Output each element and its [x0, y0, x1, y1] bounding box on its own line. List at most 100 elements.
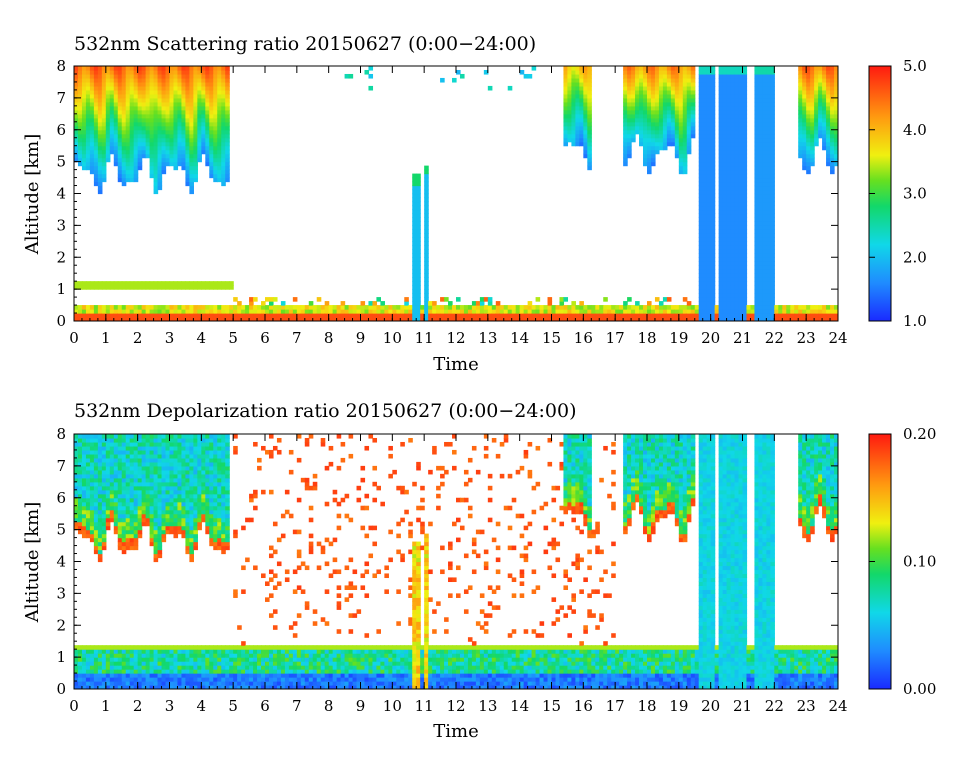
- sr-cell: [766, 85, 771, 91]
- sr-cell: [404, 297, 409, 302]
- sr-cell: [762, 93, 767, 99]
- sr-cell: [412, 313, 417, 318]
- sr-cell: [89, 169, 95, 175]
- dr-cell: [141, 653, 147, 658]
- sr-cell: [690, 133, 696, 139]
- sr-cell: [424, 233, 429, 238]
- sr-cell: [137, 285, 143, 290]
- sr-cell: [185, 85, 190, 91]
- sr-cell: [93, 93, 99, 99]
- dr-cell: [74, 493, 79, 499]
- sr-cell: [189, 309, 194, 314]
- sr-cell: [181, 125, 187, 131]
- sr-cell: [766, 121, 771, 127]
- sr-cell: [798, 121, 803, 127]
- sr-cell: [225, 125, 230, 131]
- dr-cell: [129, 533, 135, 539]
- dr-cell: [153, 445, 159, 451]
- sr-cell: [221, 117, 226, 123]
- sr-cell: [563, 69, 569, 75]
- sr-cell: [149, 317, 155, 321]
- sr-cell: [527, 317, 533, 321]
- sr-cell: [782, 309, 787, 314]
- sr-cell: [177, 89, 183, 95]
- dr-cell: [81, 657, 87, 662]
- sr-cell: [766, 77, 771, 83]
- sr-cell: [93, 181, 99, 187]
- sr-cell: [674, 93, 680, 99]
- dr-cell: [77, 673, 83, 678]
- sr-cell: [173, 69, 179, 75]
- sr-cell: [312, 309, 318, 314]
- sr-cell: [810, 69, 815, 75]
- sr-cell: [738, 93, 744, 99]
- dr-cell: [145, 497, 151, 503]
- sr-cell: [670, 313, 676, 318]
- dr-cell: [161, 477, 167, 483]
- sr-cell: [527, 313, 533, 318]
- sr-cell: [806, 133, 811, 139]
- sr-cell: [157, 105, 163, 111]
- sr-cell: [85, 117, 91, 123]
- sr-cell: [249, 317, 254, 321]
- sr-cell: [662, 125, 668, 131]
- sr-cell: [814, 305, 819, 310]
- sr-cell: [643, 81, 648, 87]
- sr-cell: [97, 149, 103, 155]
- sr-cell: [742, 89, 748, 95]
- sr-cell: [245, 309, 250, 314]
- sr-cell: [563, 66, 569, 71]
- sr-cell: [101, 169, 107, 175]
- dr-cell: [97, 453, 103, 459]
- sr-cell: [177, 281, 183, 286]
- sr-cell: [734, 225, 740, 230]
- dr-cell: [169, 681, 175, 686]
- dr-cell: [121, 525, 127, 531]
- sr-cell: [137, 77, 143, 83]
- sr-cell: [109, 69, 115, 75]
- dr-cell: [149, 657, 155, 662]
- sr-cell: [571, 129, 576, 135]
- dr-cell: [117, 657, 123, 662]
- sr-cell: [531, 313, 537, 318]
- sr-cell: [766, 101, 771, 107]
- sr-cell: [718, 217, 724, 222]
- sr-cell: [463, 305, 469, 310]
- sr-cell: [682, 317, 688, 321]
- sr-cell: [778, 317, 783, 321]
- sr-cell: [579, 109, 584, 115]
- sr-cell: [416, 217, 421, 222]
- sr-cell: [165, 69, 171, 75]
- sr-cell: [125, 173, 131, 179]
- sr-cell: [125, 105, 131, 111]
- dr-cell: [85, 645, 91, 650]
- dr-cell: [145, 517, 151, 523]
- sr-cell: [734, 189, 740, 195]
- sr-cell: [153, 66, 159, 71]
- sr-cell: [185, 285, 190, 290]
- dr-cell: [89, 669, 95, 674]
- sr-cell: [834, 133, 838, 139]
- sr-cell: [177, 66, 183, 71]
- sr-cell: [85, 101, 91, 107]
- sr-cell: [623, 69, 628, 75]
- sr-cell: [718, 221, 724, 226]
- sr-cell: [670, 109, 676, 115]
- sr-cell: [117, 165, 123, 171]
- sr-cell: [189, 161, 194, 167]
- dr-cell: [133, 473, 139, 479]
- sr-cell: [571, 89, 576, 95]
- sr-cell: [690, 93, 696, 99]
- sr-cell: [149, 129, 155, 135]
- sr-cell: [631, 117, 636, 123]
- sr-cell: [424, 181, 429, 187]
- sr-cell: [436, 317, 441, 321]
- sr-cell: [189, 285, 194, 290]
- sr-cell: [758, 97, 763, 103]
- sr-cell: [698, 149, 704, 155]
- sr-cell: [587, 137, 592, 143]
- sr-cell: [97, 77, 103, 83]
- sr-cell: [734, 137, 740, 143]
- sr-cell: [758, 293, 763, 298]
- dr-cell: [121, 485, 127, 491]
